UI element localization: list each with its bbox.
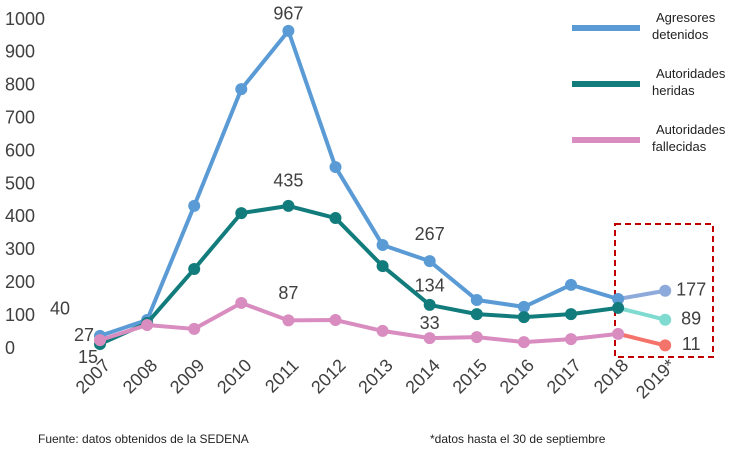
y-tick-label: 700 <box>5 107 35 127</box>
point <box>235 207 248 220</box>
data-label: 435 <box>273 171 303 191</box>
projection-segment <box>617 305 666 322</box>
point <box>659 284 672 297</box>
point <box>470 331 483 344</box>
y-tick-label: 600 <box>5 140 35 160</box>
series-line <box>99 203 619 346</box>
point <box>659 339 672 352</box>
y-tick-label: 300 <box>5 239 35 259</box>
point <box>329 212 342 225</box>
point <box>235 83 248 96</box>
x-tick-label: 2018 <box>590 355 632 397</box>
footnote: Fuente: datos obtenidos de la SEDENA <box>38 432 249 446</box>
y-tick-label: 200 <box>5 272 35 292</box>
x-tick-label: 2010 <box>213 355 255 397</box>
legend-label: Agresores detenidos <box>652 10 719 42</box>
point <box>470 308 483 321</box>
y-tick-label: 400 <box>5 206 35 226</box>
x-tick-label: 2019* <box>632 355 679 402</box>
data-label: 40 <box>50 299 70 319</box>
data-label: 27 <box>74 325 94 345</box>
series-line <box>99 28 619 338</box>
projection-segment <box>617 288 666 301</box>
x-tick-label: 2017 <box>543 355 585 397</box>
point <box>659 313 672 326</box>
point <box>423 255 436 268</box>
x-tick-label: 2011 <box>261 355 303 397</box>
point <box>188 322 201 335</box>
point <box>376 324 389 337</box>
y-tick-label: 100 <box>5 305 35 325</box>
point <box>235 296 248 309</box>
point <box>329 161 342 174</box>
data-label: 134 <box>415 276 445 296</box>
data-label: 33 <box>420 313 440 333</box>
point <box>612 292 625 305</box>
point <box>423 332 436 345</box>
legend-label: Autoridades heridas <box>652 66 729 98</box>
point <box>376 239 389 252</box>
x-tick-label: 2013 <box>354 355 396 397</box>
point <box>141 318 154 331</box>
point <box>94 334 106 347</box>
y-tick-label: 1000 <box>5 9 45 29</box>
series-line <box>99 300 619 345</box>
data-label: 967 <box>273 4 303 24</box>
x-tick-label: 2008 <box>119 355 161 397</box>
point <box>282 24 295 37</box>
data-label: 267 <box>415 224 445 244</box>
data-label: 177 <box>676 280 706 300</box>
data-label: 15 <box>78 347 98 367</box>
x-tick-label: 2015 <box>449 355 491 397</box>
x-tick-label: 2014 <box>401 355 443 397</box>
point <box>376 260 389 273</box>
point <box>329 314 342 327</box>
point <box>188 263 201 276</box>
projection-segment <box>617 331 666 348</box>
point <box>565 308 577 321</box>
point <box>282 199 295 212</box>
y-tick-label: 900 <box>5 42 35 62</box>
point <box>517 336 530 349</box>
data-label: 89 <box>681 308 701 328</box>
point <box>612 301 625 314</box>
point <box>565 278 577 291</box>
point <box>565 333 577 346</box>
x-tick-label: 2016 <box>496 355 538 397</box>
data-label: 87 <box>278 283 298 303</box>
y-tick-label: 500 <box>5 173 35 193</box>
point <box>423 298 436 311</box>
point <box>188 199 201 212</box>
highlight-box <box>614 223 714 358</box>
legend-label: Autoridades fallecidas <box>652 122 729 154</box>
data-label: 11 <box>682 334 701 354</box>
point <box>612 327 625 340</box>
y-tick-label: 0 <box>5 338 15 358</box>
x-tick-label: 2012 <box>307 355 349 397</box>
footnote: *datos hasta el 30 de septiembre <box>430 432 606 446</box>
point <box>470 293 483 306</box>
y-tick-label: 800 <box>5 75 35 95</box>
x-tick-label: 2009 <box>166 355 208 397</box>
point <box>282 314 295 327</box>
point <box>517 311 530 324</box>
point <box>517 300 530 313</box>
